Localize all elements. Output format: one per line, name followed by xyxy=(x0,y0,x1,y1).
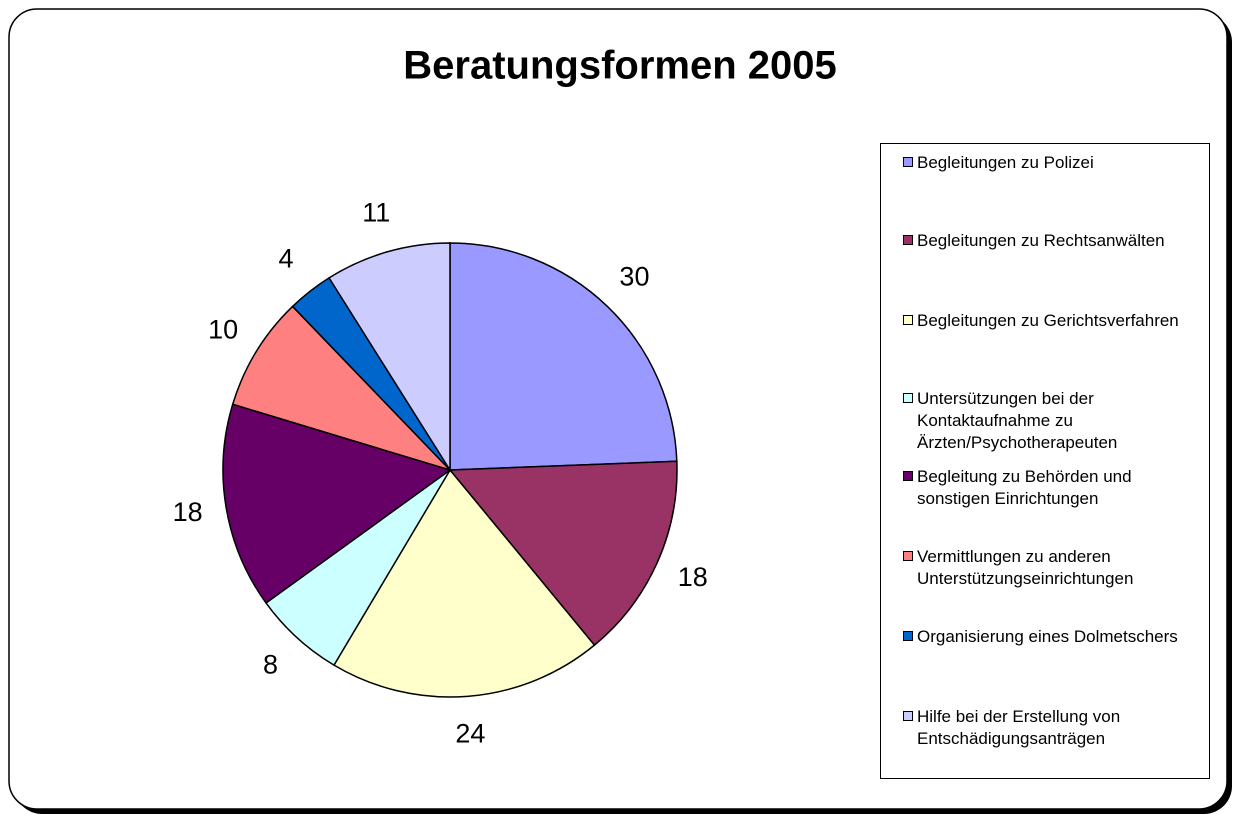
legend-item: Hilfe bei der Erstellung von Entschädigu… xyxy=(903,706,1207,750)
legend-swatch xyxy=(903,235,913,245)
legend-swatch xyxy=(903,711,913,721)
legend-item: Begleitungen zu Polizei xyxy=(903,152,1207,174)
data-label: 11 xyxy=(362,198,390,228)
pie-slice xyxy=(328,242,451,473)
data-label: 18 xyxy=(173,497,203,527)
legend-item: Untersützungen bei der Kontaktaufnahme z… xyxy=(903,388,1207,454)
chart-title: Beratungsformen 2005 xyxy=(403,44,836,88)
legend-swatch xyxy=(903,315,913,325)
data-label: 24 xyxy=(455,718,485,748)
legend-item: Begleitung zu Behörden und sonstigen Ein… xyxy=(903,466,1207,510)
legend: Begleitungen zu Polizei Begleitungen zu R… xyxy=(880,143,1210,779)
legend-item: Vermittlungen zu anderen Unterstützungse… xyxy=(903,546,1207,590)
legend-label: Organisierung eines Dolmetschers xyxy=(917,627,1178,646)
data-label: 10 xyxy=(208,314,238,344)
legend-label: Vermittlungen zu anderen Unterstützungse… xyxy=(917,547,1134,588)
pie-slice xyxy=(222,403,452,605)
pie-slice xyxy=(449,242,678,471)
legend-swatch xyxy=(903,471,913,481)
legend-swatch xyxy=(903,551,913,561)
data-label: 4 xyxy=(279,244,294,274)
data-label: 30 xyxy=(619,261,649,291)
legend-label: Begleitung zu Behörden und sonstigen Ein… xyxy=(917,467,1132,508)
legend-swatch xyxy=(903,393,913,403)
legend-label: Begleitungen zu Rechtsanwälten xyxy=(917,231,1165,250)
legend-label: Hilfe bei der Erstellung von Entschädigu… xyxy=(917,707,1121,748)
legend-swatch xyxy=(903,631,913,641)
legend-swatch xyxy=(903,157,913,167)
pie-slice xyxy=(231,305,453,472)
pie-slice xyxy=(448,460,678,647)
legend-label: Untersützungen bei der Kontaktaufnahme z… xyxy=(917,389,1118,452)
data-label: 18 xyxy=(678,562,708,592)
pie-slice xyxy=(332,468,596,698)
legend-item: Begleitungen zu Gerichtsverfahren xyxy=(903,310,1207,332)
legend-item: Organisierung eines Dolmetschers xyxy=(903,626,1207,648)
legend-label: Begleitungen zu Gerichtsverfahren xyxy=(917,311,1179,330)
legend-label: Begleitungen zu Polizei xyxy=(917,153,1094,172)
data-label: 8 xyxy=(263,649,278,679)
legend-item: Begleitungen zu Rechtsanwälten xyxy=(903,230,1207,252)
